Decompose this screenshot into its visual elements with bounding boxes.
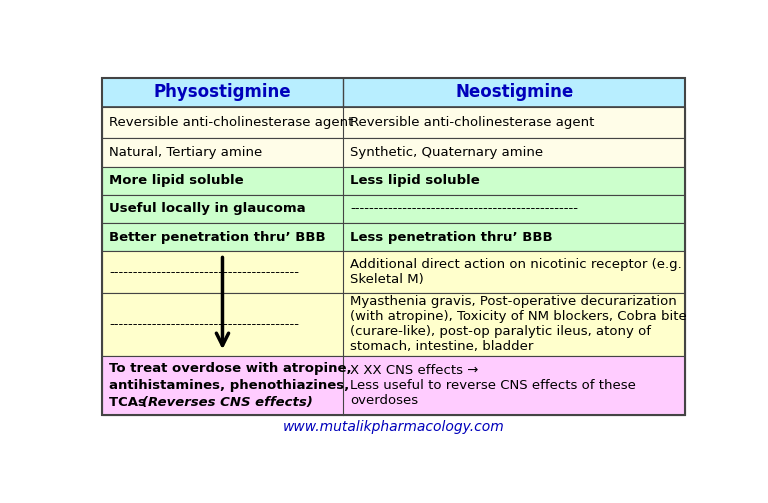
FancyBboxPatch shape <box>102 223 685 252</box>
FancyBboxPatch shape <box>102 138 685 166</box>
Text: Less penetration thru’ BBB: Less penetration thru’ BBB <box>350 231 553 244</box>
Text: TCAs: TCAs <box>109 396 151 408</box>
Text: Neostigmine: Neostigmine <box>455 83 573 101</box>
Text: ----------------------------------------: ---------------------------------------- <box>109 318 299 331</box>
Text: ------------------------------------------------: ----------------------------------------… <box>350 203 578 215</box>
Text: Useful locally in glaucoma: Useful locally in glaucoma <box>109 203 306 215</box>
Text: Reversible anti-cholinesterase agent: Reversible anti-cholinesterase agent <box>350 116 594 129</box>
FancyBboxPatch shape <box>102 166 685 195</box>
Text: www.mutalikpharmacology.com: www.mutalikpharmacology.com <box>283 421 505 434</box>
Text: Synthetic, Quaternary amine: Synthetic, Quaternary amine <box>350 146 543 159</box>
Text: Physostigmine: Physostigmine <box>154 83 291 101</box>
Text: Reversible anti-cholinesterase agent: Reversible anti-cholinesterase agent <box>109 116 353 129</box>
Text: (Reverses CNS effects): (Reverses CNS effects) <box>142 396 313 408</box>
Text: Less lipid soluble: Less lipid soluble <box>350 174 480 187</box>
Text: Additional direct action on nicotinic receptor (e.g.
Skeletal M): Additional direct action on nicotinic re… <box>350 258 682 286</box>
FancyBboxPatch shape <box>102 293 685 356</box>
Text: To treat overdose with atropine,: To treat overdose with atropine, <box>109 362 352 375</box>
Text: Natural, Tertiary amine: Natural, Tertiary amine <box>109 146 263 159</box>
Text: Better penetration thru’ BBB: Better penetration thru’ BBB <box>109 231 326 244</box>
Text: X XX CNS effects →
Less useful to reverse CNS effects of these
overdoses: X XX CNS effects → Less useful to revers… <box>350 364 636 407</box>
FancyBboxPatch shape <box>102 252 685 293</box>
Text: More lipid soluble: More lipid soluble <box>109 174 243 187</box>
Text: ----------------------------------------: ---------------------------------------- <box>109 266 299 279</box>
Text: antihistamines, phenothiazines,: antihistamines, phenothiazines, <box>109 379 349 392</box>
FancyBboxPatch shape <box>102 195 685 223</box>
FancyBboxPatch shape <box>102 78 685 107</box>
FancyBboxPatch shape <box>102 107 685 138</box>
FancyBboxPatch shape <box>102 356 685 415</box>
Text: Myasthenia gravis, Post-operative decurarization
(with atropine), Toxicity of NM: Myasthenia gravis, Post-operative decura… <box>350 295 687 354</box>
